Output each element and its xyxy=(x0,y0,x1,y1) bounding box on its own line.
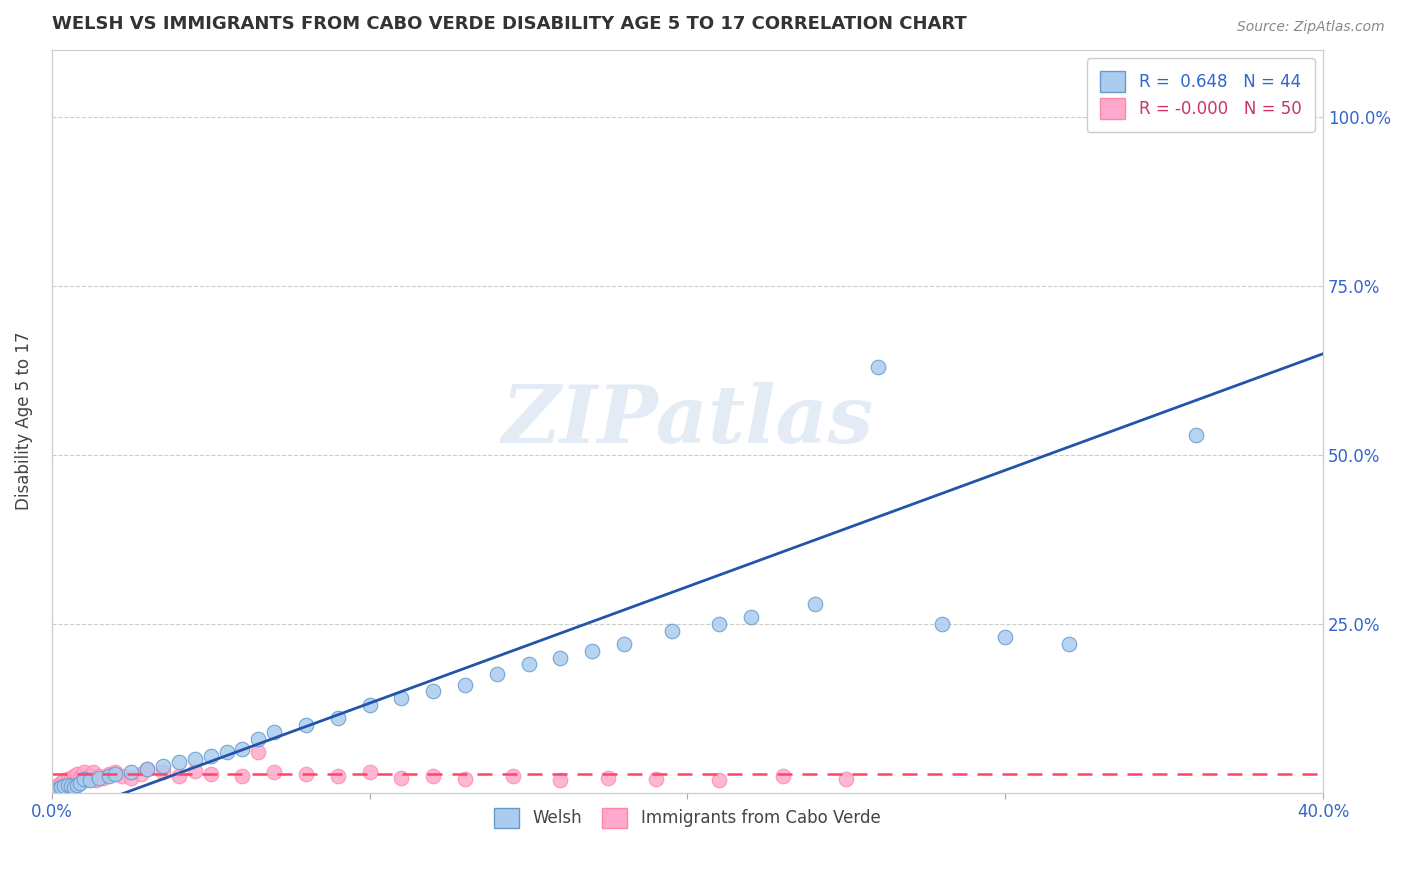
Point xyxy=(994,631,1017,645)
Point xyxy=(72,772,94,786)
Point xyxy=(550,773,572,788)
Point xyxy=(51,780,73,795)
Point xyxy=(104,765,127,780)
Point xyxy=(79,769,101,783)
Point xyxy=(120,765,142,780)
Point xyxy=(136,762,159,776)
Point xyxy=(152,758,174,772)
Point xyxy=(184,764,207,778)
Point xyxy=(152,765,174,780)
Point xyxy=(644,772,666,786)
Point xyxy=(931,616,953,631)
Point xyxy=(550,650,572,665)
Point xyxy=(79,773,101,788)
Point xyxy=(59,771,82,785)
Point xyxy=(66,766,89,780)
Point xyxy=(295,766,318,780)
Text: Source: ZipAtlas.com: Source: ZipAtlas.com xyxy=(1237,20,1385,34)
Point xyxy=(51,780,73,795)
Point xyxy=(359,698,381,712)
Point xyxy=(66,772,89,786)
Point xyxy=(56,778,79,792)
Point xyxy=(120,771,142,785)
Point xyxy=(82,765,104,780)
Point xyxy=(76,772,98,786)
Legend: Welsh, Immigrants from Cabo Verde: Welsh, Immigrants from Cabo Verde xyxy=(486,799,889,837)
Point xyxy=(69,775,91,789)
Point xyxy=(389,691,412,706)
Point xyxy=(1185,427,1208,442)
Point xyxy=(581,644,603,658)
Point xyxy=(53,773,76,788)
Point xyxy=(295,718,318,732)
Y-axis label: Disability Age 5 to 17: Disability Age 5 to 17 xyxy=(15,332,32,510)
Point xyxy=(326,711,349,725)
Text: ZIPatlas: ZIPatlas xyxy=(502,383,873,460)
Point xyxy=(46,778,69,792)
Point xyxy=(63,773,86,788)
Point xyxy=(59,775,82,789)
Point xyxy=(46,779,69,793)
Point xyxy=(389,771,412,785)
Point xyxy=(66,778,89,792)
Point xyxy=(111,769,134,783)
Point xyxy=(613,637,636,651)
Point xyxy=(1249,111,1271,125)
Point xyxy=(46,782,69,797)
Point xyxy=(63,769,86,783)
Point xyxy=(247,731,270,746)
Point xyxy=(740,610,762,624)
Point xyxy=(661,624,683,638)
Point xyxy=(596,771,619,785)
Point xyxy=(53,779,76,793)
Point xyxy=(59,779,82,793)
Point xyxy=(167,756,190,770)
Point xyxy=(200,748,222,763)
Point xyxy=(69,771,91,785)
Point xyxy=(167,769,190,783)
Point xyxy=(136,762,159,776)
Point xyxy=(56,778,79,792)
Point xyxy=(53,779,76,793)
Point xyxy=(97,766,120,780)
Point xyxy=(72,765,94,780)
Point xyxy=(104,766,127,780)
Point xyxy=(89,769,111,783)
Point xyxy=(247,745,270,759)
Point xyxy=(326,769,349,783)
Point xyxy=(200,766,222,780)
Point xyxy=(84,773,107,788)
Point xyxy=(215,745,238,759)
Point xyxy=(91,771,114,785)
Point xyxy=(709,616,731,631)
Point xyxy=(51,775,73,789)
Point xyxy=(63,780,86,795)
Point xyxy=(231,741,253,756)
Point xyxy=(359,765,381,780)
Point xyxy=(72,769,94,783)
Point xyxy=(1057,637,1080,651)
Point xyxy=(97,769,120,783)
Point xyxy=(44,780,66,795)
Point xyxy=(772,769,794,783)
Point xyxy=(129,766,152,780)
Point xyxy=(709,773,731,788)
Point xyxy=(868,360,890,375)
Point xyxy=(263,765,285,780)
Point xyxy=(184,752,207,766)
Point xyxy=(89,771,111,785)
Point xyxy=(422,684,444,698)
Point xyxy=(485,667,508,681)
Point xyxy=(263,724,285,739)
Point xyxy=(803,597,825,611)
Point xyxy=(517,657,540,672)
Point xyxy=(231,769,253,783)
Point xyxy=(502,769,524,783)
Point xyxy=(454,772,477,786)
Point xyxy=(422,769,444,783)
Point xyxy=(454,677,477,691)
Point xyxy=(835,772,858,786)
Point xyxy=(56,772,79,786)
Text: WELSH VS IMMIGRANTS FROM CABO VERDE DISABILITY AGE 5 TO 17 CORRELATION CHART: WELSH VS IMMIGRANTS FROM CABO VERDE DISA… xyxy=(52,15,966,33)
